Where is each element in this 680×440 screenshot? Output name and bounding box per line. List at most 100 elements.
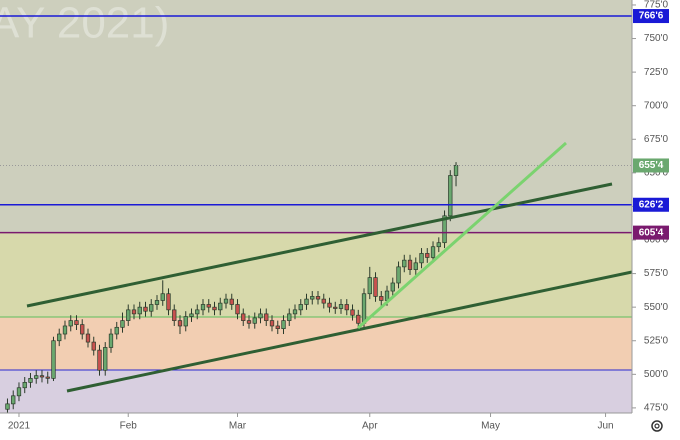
- candle-body: [258, 313, 263, 319]
- x-tick-label: 2021: [8, 421, 31, 432]
- y-tick-label: 750'0: [644, 33, 669, 44]
- y-tick-label: 725'0: [644, 67, 669, 78]
- y-tick-label: 575'0: [644, 268, 669, 279]
- y-tick-label: 525'0: [644, 335, 669, 346]
- candle-body: [350, 309, 355, 316]
- candle-body: [356, 314, 361, 324]
- candle-body: [57, 333, 62, 342]
- candle-body: [143, 306, 148, 312]
- candle-body: [390, 282, 395, 292]
- candle-body: [85, 333, 91, 343]
- axes: 475'0500'0525'0550'0575'0600'0625'0650'0…: [8, 0, 669, 432]
- candle-body: [384, 290, 390, 301]
- candle-body: [45, 376, 50, 379]
- settings-icon[interactable]: [651, 420, 663, 432]
- x-tick-label: Mar: [229, 421, 247, 432]
- candle-body: [304, 298, 309, 305]
- candle-body: [402, 259, 407, 268]
- candle-body: [120, 320, 125, 328]
- candle-body: [361, 293, 367, 324]
- y-tick-label: 600'0: [644, 235, 669, 246]
- candle-body: [321, 298, 326, 304]
- level-tag: [633, 197, 669, 212]
- candle-body: [137, 306, 142, 315]
- candle-body: [373, 277, 378, 297]
- candle-body: [80, 324, 85, 335]
- candle-body: [292, 309, 298, 315]
- candle-body: [22, 382, 27, 389]
- candle-body: [183, 316, 188, 327]
- candle-body: [131, 309, 137, 315]
- candle-body: [206, 304, 211, 308]
- candle-body: [436, 242, 441, 248]
- x-tick-label: Feb: [120, 421, 138, 432]
- candle-body: [413, 262, 418, 270]
- plot: [0, 15, 632, 415]
- candle-body: [442, 215, 447, 244]
- candle-body: [246, 320, 252, 324]
- candle-body: [108, 333, 114, 348]
- candle-body: [367, 277, 372, 295]
- candle-body: [62, 325, 68, 335]
- candle-body: [200, 304, 206, 311]
- candle-body: [407, 259, 413, 270]
- level-label: 626'2: [639, 199, 664, 210]
- y-tick-label: 500'0: [644, 369, 669, 380]
- y-tick-label: 475'0: [644, 403, 669, 414]
- candle-body: [51, 340, 56, 379]
- candle-body: [223, 298, 229, 304]
- level-tag: [633, 158, 669, 173]
- candle-body: [229, 298, 234, 305]
- candle-body: [126, 309, 131, 321]
- trend-line: [26, 182, 613, 308]
- gear[interactable]: [651, 420, 663, 432]
- candle-body: [172, 309, 177, 321]
- candle-body: [281, 320, 286, 330]
- candle-body: [97, 349, 102, 371]
- candle-body: [16, 387, 22, 397]
- candle-body: [166, 293, 171, 311]
- candle-body: [333, 306, 338, 309]
- candle-body: [195, 309, 200, 315]
- candle-body: [315, 296, 321, 300]
- candle-body: [252, 317, 257, 324]
- y-tick-label: 700'0: [644, 100, 669, 111]
- candle-body: [34, 375, 39, 379]
- y-tick-label: 550'0: [644, 302, 669, 313]
- candle-body: [91, 341, 96, 351]
- candle-body: [396, 266, 401, 284]
- candle-body: [448, 175, 453, 217]
- candle-body: [425, 253, 430, 258]
- x-tick-label: Jun: [597, 421, 613, 432]
- candle-body: [39, 375, 45, 378]
- candle-body: [114, 326, 119, 335]
- candle-body: [344, 304, 349, 311]
- level-label: 655'4: [639, 160, 664, 171]
- candle-body: [241, 313, 246, 321]
- candle-body: [298, 304, 303, 311]
- candle-body: [310, 296, 315, 300]
- gear-hub[interactable]: [654, 423, 660, 429]
- y-tick-label: 650'0: [644, 167, 669, 178]
- candle-body: [74, 320, 79, 325]
- x-tick-label: May: [481, 421, 500, 432]
- candle-body: [154, 300, 160, 305]
- candle-body: [235, 304, 240, 315]
- watermark: AY 2021): [0, 0, 169, 48]
- zone-bottom: [0, 370, 632, 413]
- candle-body: [327, 302, 332, 308]
- candle-body: [430, 246, 436, 258]
- level-tag: [633, 9, 669, 24]
- candle-body: [68, 320, 73, 327]
- price-axis: [632, 0, 680, 440]
- candle-body: [177, 320, 183, 327]
- candle-body: [269, 320, 275, 327]
- candle-body: [453, 165, 459, 176]
- candle-body: [28, 377, 33, 383]
- time-axis: [0, 413, 632, 440]
- candle-body: [11, 395, 16, 405]
- candle-body: [160, 293, 165, 301]
- candle-body: [419, 253, 424, 264]
- candle-body: [189, 313, 194, 317]
